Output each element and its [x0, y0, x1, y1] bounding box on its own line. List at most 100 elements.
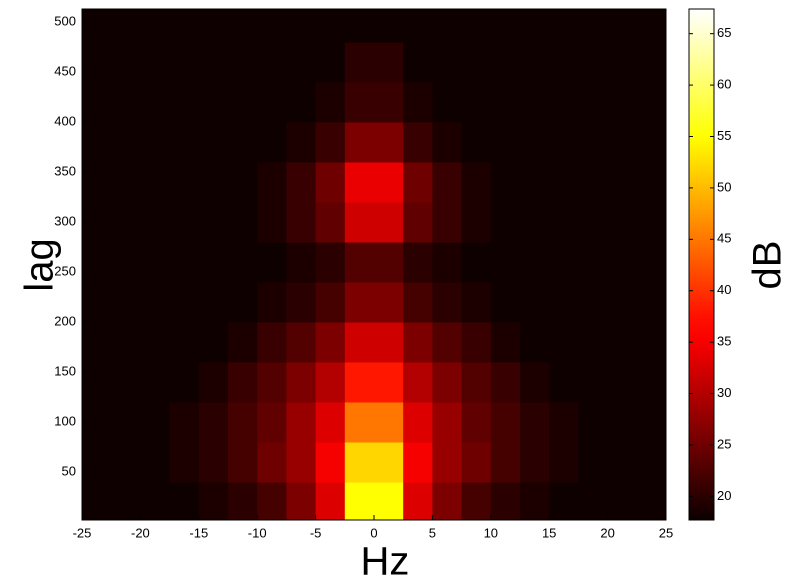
x-tick-label: -20 — [131, 525, 150, 540]
heat-cell — [403, 322, 433, 363]
heat-cell — [344, 362, 375, 403]
heat-cell — [169, 202, 200, 243]
heat-cell — [111, 242, 141, 283]
heat-cell — [169, 9, 200, 43]
heat-cell — [636, 362, 667, 403]
heat-cell — [403, 362, 433, 403]
heat-cell — [198, 162, 229, 203]
heat-cell — [257, 242, 287, 283]
heat-cell — [636, 122, 667, 163]
heat-cell — [315, 322, 346, 363]
heat-cell — [403, 42, 433, 83]
heat-cell — [461, 482, 492, 521]
heat-cell — [140, 9, 171, 43]
heat-cell — [111, 362, 141, 403]
colorbar-tick-label: 40 — [717, 282, 731, 297]
heat-cell — [228, 122, 258, 163]
heat-cell — [490, 322, 521, 363]
x-tick-label: -5 — [310, 525, 322, 540]
heat-cell — [257, 42, 287, 83]
heat-cell — [257, 362, 287, 403]
heat-cell — [520, 42, 550, 83]
y-tick-label: 250 — [54, 263, 76, 278]
heat-cell — [549, 322, 579, 363]
heat-cell — [198, 9, 229, 43]
heat-cell — [578, 42, 609, 83]
heat-cell — [169, 122, 200, 163]
heat-cell — [111, 442, 141, 483]
heat-cell — [461, 122, 492, 163]
heat-cell — [169, 442, 200, 483]
heat-cell — [169, 362, 200, 403]
heat-cell — [432, 402, 463, 443]
heat-cell — [607, 362, 638, 403]
heat-cell — [549, 122, 579, 163]
heat-cell — [228, 322, 258, 363]
heat-cell — [82, 322, 112, 363]
heat-cell — [111, 402, 141, 443]
heat-cell — [82, 82, 112, 123]
y-tick-label: 300 — [54, 213, 76, 228]
heat-cell — [140, 442, 171, 483]
x-tick-label: -15 — [189, 525, 208, 540]
heat-cell — [257, 442, 287, 483]
heat-cell — [315, 9, 346, 43]
heat-cell — [169, 242, 200, 283]
heat-cell — [636, 402, 667, 443]
heat-cell — [315, 282, 346, 323]
heat-cell — [432, 9, 463, 43]
heat-cell — [578, 162, 609, 203]
heat-cell — [490, 362, 521, 403]
colorbar-tick-label: 60 — [717, 77, 731, 92]
heat-cell — [520, 202, 550, 243]
heat-cell — [578, 402, 609, 443]
heat-cell — [111, 42, 141, 83]
heat-cell — [432, 322, 463, 363]
heat-cell — [490, 282, 521, 323]
heat-cell — [403, 202, 433, 243]
heat-cell — [228, 402, 258, 443]
heat-cell — [315, 162, 346, 203]
heat-cell — [520, 122, 550, 163]
colorbar-tick-label: 65 — [717, 25, 731, 40]
heat-cell — [315, 442, 346, 483]
heat-cell — [315, 362, 346, 403]
heat-cell — [461, 162, 492, 203]
heat-cell — [140, 162, 171, 203]
heat-cell — [374, 322, 404, 363]
heat-cell — [344, 402, 375, 443]
heat-cell — [636, 202, 667, 243]
heat-cell — [169, 322, 200, 363]
heat-cell — [344, 442, 375, 483]
heat-cell — [228, 202, 258, 243]
x-tick-label: 15 — [542, 525, 556, 540]
x-tick-label: -25 — [73, 525, 92, 540]
heat-cell — [315, 402, 346, 443]
heat-cell — [286, 282, 317, 323]
heat-cell — [636, 282, 667, 323]
heat-cell — [198, 282, 229, 323]
heat-cell — [636, 242, 667, 283]
heat-cell — [257, 202, 287, 243]
heat-cell — [257, 402, 287, 443]
heat-cell — [140, 122, 171, 163]
heat-cell — [403, 9, 433, 43]
heat-cell — [228, 442, 258, 483]
heat-cell — [111, 282, 141, 323]
heat-cell — [286, 362, 317, 403]
heat-cell — [344, 82, 375, 123]
heat-cell — [636, 482, 667, 521]
heat-cell — [257, 322, 287, 363]
heat-cell — [578, 282, 609, 323]
heat-cell — [374, 42, 404, 83]
heat-cell — [578, 9, 609, 43]
heat-cell — [432, 162, 463, 203]
heat-cell — [315, 242, 346, 283]
heat-cell — [198, 82, 229, 123]
colorbar-tick-label: 55 — [717, 128, 731, 143]
heat-cell — [374, 362, 404, 403]
heat-cell — [461, 202, 492, 243]
heat-cell — [490, 242, 521, 283]
heat-cell — [520, 82, 550, 123]
heat-cell — [578, 122, 609, 163]
